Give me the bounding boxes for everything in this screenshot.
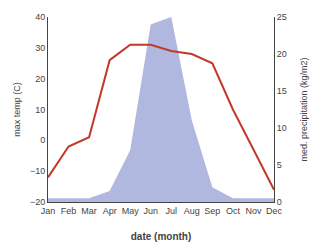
svg-text:Nov: Nov [245,206,262,216]
svg-text:Jan: Jan [41,206,56,216]
svg-text:5: 5 [277,160,282,170]
svg-text:15: 15 [277,86,287,96]
svg-text:10: 10 [277,123,287,133]
svg-text:40: 40 [35,12,45,22]
svg-text:med. precipitation (kg/m2): med. precipitation (kg/m2) [299,57,309,161]
svg-text:Apr: Apr [103,206,117,216]
svg-text:Feb: Feb [61,206,77,216]
svg-text:−20: −20 [30,197,45,207]
svg-text:10: 10 [35,105,45,115]
svg-text:Jul: Jul [166,206,178,216]
svg-text:Mar: Mar [81,206,97,216]
svg-text:Sep: Sep [204,206,220,216]
svg-text:Aug: Aug [184,206,200,216]
svg-text:−10: −10 [30,166,45,176]
svg-text:20: 20 [35,74,45,84]
svg-text:30: 30 [35,43,45,53]
svg-text:25: 25 [277,12,287,22]
svg-text:date (month): date (month) [131,231,192,242]
svg-text:May: May [122,206,140,216]
svg-text:20: 20 [277,49,287,59]
svg-text:Oct: Oct [226,206,241,216]
svg-text:0: 0 [277,197,282,207]
svg-text:Jun: Jun [143,206,158,216]
svg-text:Dec: Dec [266,206,283,216]
svg-text:max temp (C): max temp (C) [12,82,22,137]
svg-text:0: 0 [40,135,45,145]
